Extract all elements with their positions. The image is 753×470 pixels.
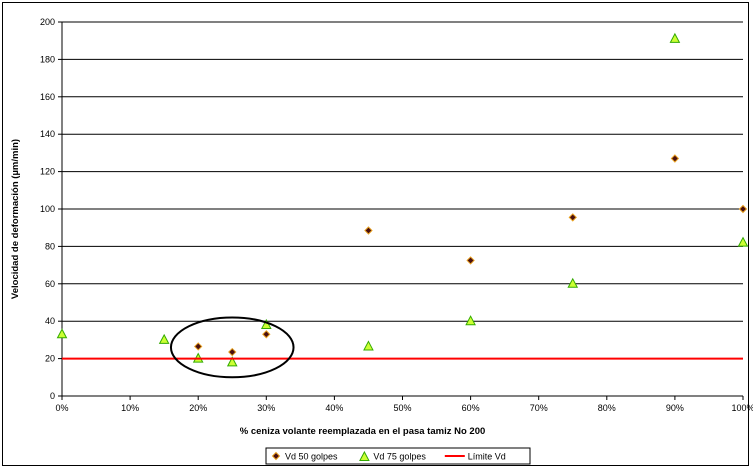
series-diamond — [193, 154, 748, 357]
annotation-layer — [169, 316, 295, 379]
x-tick-label: 100% — [731, 403, 753, 413]
x-tick-label: 10% — [121, 403, 139, 413]
x-tick-label: 50% — [393, 403, 411, 413]
legend-label: Vd 50 golpes — [285, 452, 338, 462]
chart-frame — [2, 2, 749, 466]
y-tick-label: 180 — [40, 54, 55, 64]
legend-marker — [271, 451, 281, 461]
data-point — [670, 154, 680, 163]
y-tick-label: 200 — [40, 17, 55, 27]
data-point — [56, 328, 68, 339]
y-tick-label: 100 — [40, 204, 55, 214]
y-tick-label: 80 — [45, 241, 55, 251]
x-tick-label: 30% — [257, 403, 275, 413]
y-tick-label: 140 — [40, 129, 55, 139]
legend: Vd 50 golpes Vd 75 golpes Límite Vd — [265, 447, 531, 465]
data-point — [568, 213, 577, 222]
data-point — [158, 333, 170, 344]
series-triangle — [56, 32, 749, 367]
x-tick-label: 80% — [598, 403, 616, 413]
x-axis-title: % ceniza volante reemplazada en el pasa … — [240, 426, 486, 437]
y-tick-label: 160 — [40, 92, 55, 102]
legend-box — [265, 447, 531, 465]
series-layer — [56, 32, 749, 367]
data-point — [737, 236, 749, 247]
legend-marker — [359, 450, 370, 461]
data-point — [567, 277, 579, 288]
data-point — [228, 347, 237, 357]
y-tick-labels: 0 20 40 60 80 100 120 140 160 180 200 — [40, 17, 55, 401]
x-tick-label: 70% — [530, 403, 548, 413]
data-point — [193, 342, 203, 351]
y-tick-label: 40 — [45, 316, 55, 326]
data-point — [738, 204, 748, 214]
data-point — [669, 32, 681, 43]
legend-label: Vd 75 golpes — [373, 452, 426, 462]
x-tick-label: 0% — [55, 403, 68, 413]
data-point — [466, 256, 475, 265]
y-axis-title: Velocidad de deformación (µm/min) — [10, 139, 21, 299]
y-tick-label: 20 — [45, 354, 55, 364]
x-tick-label: 60% — [462, 403, 480, 413]
data-point — [465, 315, 476, 326]
x-tick-label: 40% — [325, 403, 343, 413]
legend-entry: Vd 50 golpes — [271, 451, 338, 462]
legend-entry: Vd 75 golpes — [359, 450, 426, 462]
data-point — [226, 356, 238, 367]
gridlines — [62, 21, 743, 360]
legend-entry: Límite Vd — [444, 452, 506, 462]
y-tick-label: 0 — [50, 391, 55, 401]
data-point — [363, 340, 374, 351]
x-tick-label: 90% — [666, 403, 684, 413]
y-tick-label: 60 — [45, 279, 55, 289]
x-tick-label: 20% — [189, 403, 207, 413]
y-tick-label: 120 — [40, 167, 55, 177]
data-point — [364, 226, 373, 235]
annotation-ellipse — [169, 316, 295, 379]
x-tick-labels: 0% 10% 20% 30% 40% 50% 60% 70% 80% 90% 100% — [55, 403, 753, 413]
data-point — [262, 330, 271, 339]
legend-label: Límite Vd — [468, 452, 506, 462]
